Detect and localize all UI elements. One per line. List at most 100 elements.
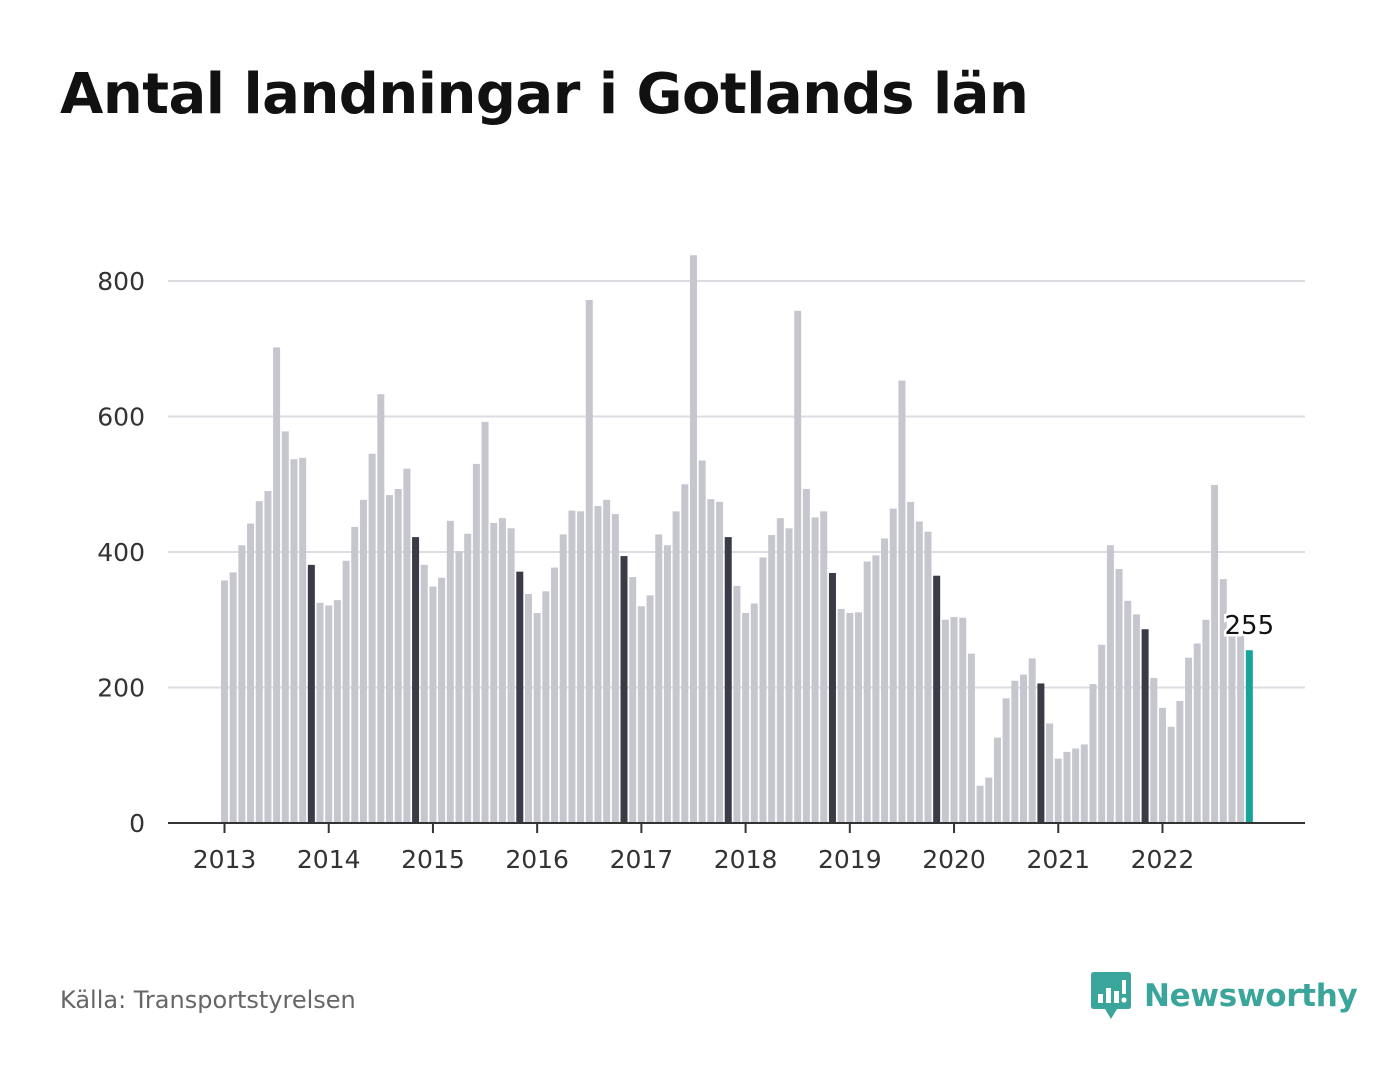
bar — [941, 619, 949, 823]
bar — [351, 526, 359, 823]
bar — [299, 457, 307, 823]
bar — [333, 600, 341, 823]
bar-highlight — [516, 571, 524, 823]
brand-logo: Newsworthy — [1090, 970, 1358, 1022]
y-tick-label: 600 — [97, 403, 145, 432]
x-tick-label: 2022 — [1131, 845, 1195, 874]
bar — [976, 785, 984, 823]
latest-value-label: 255 — [1225, 611, 1275, 641]
bar — [915, 521, 923, 823]
bar — [1167, 726, 1175, 823]
bar — [507, 528, 515, 823]
bar — [881, 538, 889, 823]
bar-highlight — [1037, 683, 1045, 823]
bar — [559, 534, 567, 823]
bar — [785, 528, 793, 823]
bar — [429, 586, 437, 823]
bar — [1124, 600, 1132, 823]
bar — [1098, 644, 1106, 823]
bar — [846, 612, 854, 823]
bar — [438, 577, 446, 823]
bar — [776, 518, 784, 824]
bar — [993, 737, 1001, 823]
bar — [855, 612, 862, 823]
y-tick-label: 0 — [129, 809, 145, 838]
y-tick-label: 200 — [97, 674, 145, 703]
bar — [1158, 707, 1166, 823]
bar — [1115, 568, 1123, 823]
bar — [1202, 619, 1210, 823]
bar — [663, 545, 671, 823]
bar — [464, 533, 472, 823]
bar — [1063, 751, 1071, 823]
bar — [1054, 758, 1062, 823]
source-note: Källa: Transportstyrelsen — [60, 986, 356, 1014]
bar — [490, 522, 498, 823]
x-tick-label: 2013 — [193, 845, 257, 874]
bar-latest — [1245, 650, 1253, 823]
bar — [768, 535, 776, 823]
bar — [1011, 680, 1019, 823]
x-tick-label: 2014 — [297, 845, 361, 874]
bar — [420, 564, 428, 823]
bar-highlight — [828, 573, 836, 823]
y-tick-label: 800 — [97, 267, 145, 296]
bar — [281, 431, 289, 823]
bar — [247, 523, 255, 823]
bar — [1020, 674, 1028, 823]
bar — [1219, 579, 1227, 823]
bar — [1228, 633, 1236, 823]
bar — [959, 617, 967, 823]
bar — [950, 617, 958, 823]
bar — [820, 511, 828, 823]
x-tick-label: 2020 — [922, 845, 986, 874]
bar — [863, 561, 871, 823]
labels: 0 200 400 600 800 2013 2014 2015 2016 2017 2018 201… — [97, 267, 1276, 874]
bar — [811, 517, 819, 823]
bar — [629, 577, 637, 823]
x-tick-label: 2019 — [818, 845, 882, 874]
bar — [1237, 634, 1245, 823]
bar — [1046, 723, 1054, 823]
bar — [698, 460, 706, 823]
bar — [229, 572, 237, 823]
bar — [1080, 744, 1088, 823]
bar — [542, 591, 550, 823]
bar — [759, 557, 767, 823]
bar-highlight — [307, 564, 315, 823]
bar — [585, 299, 593, 824]
x-tick-label: 2016 — [505, 845, 569, 874]
bar — [1089, 684, 1097, 823]
bar — [689, 255, 697, 823]
bar — [446, 520, 454, 823]
bar — [646, 595, 654, 823]
bar-highlight — [724, 537, 732, 823]
x-tick-label: 2021 — [1026, 845, 1090, 874]
y-tick-label: 400 — [97, 538, 145, 567]
bar — [524, 594, 532, 823]
bar — [568, 510, 576, 823]
bar — [264, 491, 272, 823]
bar — [681, 484, 689, 823]
bar — [603, 499, 611, 823]
bar — [1176, 701, 1184, 823]
bar — [1002, 698, 1010, 823]
bar — [472, 463, 480, 823]
bar — [1185, 657, 1193, 823]
bar-highlight — [1141, 629, 1149, 823]
bar — [611, 514, 619, 823]
bar — [255, 501, 263, 823]
bar — [594, 505, 602, 823]
bar — [898, 380, 906, 823]
bar — [221, 580, 228, 823]
bar — [394, 488, 402, 823]
bars — [221, 255, 1253, 824]
bar — [750, 603, 758, 823]
chart-title: Antal landningar i Gotlands län — [60, 62, 1029, 127]
bar — [290, 459, 298, 823]
bar — [837, 608, 845, 823]
bar — [733, 585, 741, 824]
bar-highlight — [412, 537, 420, 823]
bar — [802, 488, 810, 823]
bar — [1106, 545, 1114, 823]
